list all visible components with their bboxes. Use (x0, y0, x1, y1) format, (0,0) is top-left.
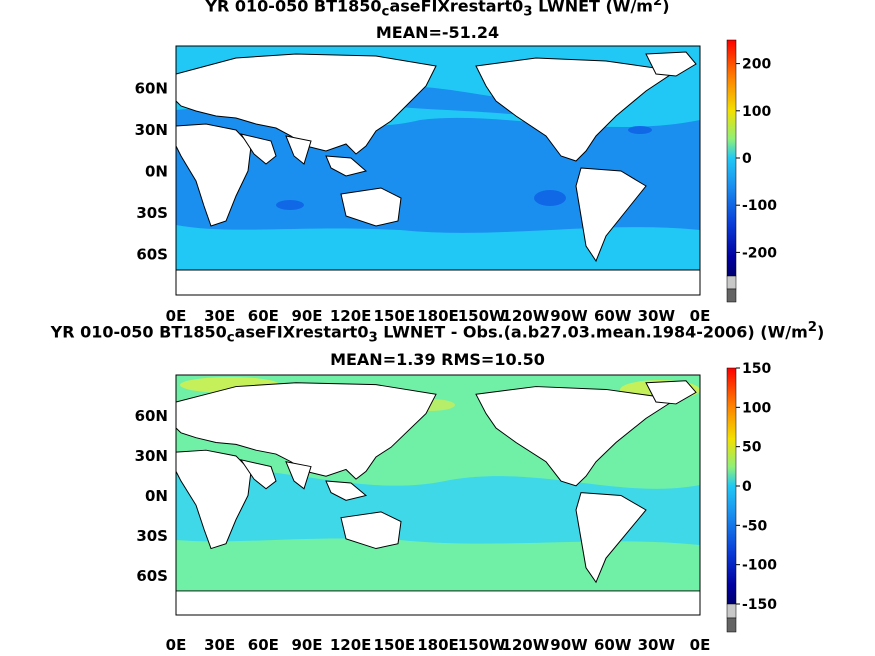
top-chart-subtitle: MEAN=-51.24 (375, 23, 500, 42)
top-title-tail: LWNET (W/m (532, 0, 653, 16)
bottom-field-patterns (176, 377, 700, 615)
top-title-sub2: 3 (523, 4, 533, 20)
bottom-y-tick-label: 0N (145, 487, 168, 505)
top-x-tick-label: 150W (458, 307, 506, 325)
top-x-tick-label: 90E (291, 307, 322, 325)
bottom-colorbar-gray-2 (726, 617, 737, 633)
top-field-patterns (176, 51, 700, 295)
top-colorbar-gray-1 (726, 275, 737, 290)
top-map-panel (175, 45, 701, 296)
top-title-mid: aseFIXrestart0 (389, 0, 524, 16)
bottom-x-tick-label: 0E (166, 636, 187, 654)
bottom-map-panel (175, 374, 701, 616)
bottom-colorbar-tick-label: -100 (742, 558, 777, 574)
top-x-tick-label: 150E (374, 307, 416, 325)
bottom-y-tick-label: 30N (135, 447, 168, 465)
bottom-x-tick-label: 150E (374, 636, 416, 654)
bottom-x-tick-label: 150W (458, 636, 506, 654)
bottom-colorbar-gradient (726, 367, 737, 605)
bottom-x-tick-label: 180E (417, 636, 459, 654)
top-y-tick-label: 30N (135, 121, 168, 139)
top-y-tick-label: 30S (136, 204, 168, 222)
top-title-main: YR 010-050 BT1850 (205, 0, 382, 16)
bottom-y-tick-label: 60S (136, 567, 168, 585)
bottom-x-tick-label: 60E (248, 636, 279, 654)
top-x-tick-label: 90W (550, 307, 588, 325)
bottom-colorbar-tick-label: 50 (742, 440, 762, 456)
bottom-chart-subtitle: MEAN=1.39 RMS=10.50 (330, 350, 545, 369)
bottom-chart-title: YR 010-050 BT1850caseFIXrestart03 LWNET … (0, 320, 875, 346)
bottom-colorbar-tick-label: -50 (742, 518, 768, 534)
top-colorbar (726, 39, 737, 303)
top-title-sub1: c (381, 4, 390, 20)
bottom-y-tick-label: 30S (136, 527, 168, 545)
bottom-y-tick-label: 60N (135, 407, 168, 425)
top-x-tick-label: 0E (166, 307, 187, 325)
top-colorbar-tick-label: 100 (742, 104, 771, 120)
bottom-colorbar-tick-label: -150 (742, 597, 777, 613)
bottom-x-tick-label: 90E (291, 636, 322, 654)
top-colorbar-tick-label: 200 (742, 57, 771, 73)
top-chart-title: YR 010-050 BT1850caseFIXrestart03 LWNET … (0, 0, 875, 20)
bottom-colorbar-tick-label: 150 (742, 361, 771, 377)
bottom-x-tick-label: 0E (690, 636, 711, 654)
top-title-sup: 2 (652, 0, 663, 9)
top-colorbar-tick-label: -200 (742, 245, 777, 261)
bottom-colorbar-tick-label: 0 (742, 479, 752, 495)
top-colorbar-gray-2 (726, 288, 737, 303)
top-x-tick-label: 60W (594, 307, 632, 325)
bottom-x-tick-label: 30W (638, 636, 676, 654)
top-x-tick-label: 120W (501, 307, 549, 325)
bottom-colorbar-tick-label: 100 (742, 400, 771, 416)
top-colorbar-gradient (726, 39, 737, 277)
bottom-title-close: ) (817, 322, 825, 342)
bottom-cyan-band (176, 468, 700, 545)
top-colorbar-tick-label: -100 (742, 198, 777, 214)
top-dark-patch-1 (276, 200, 304, 210)
top-x-tick-label: 0E (690, 307, 711, 325)
bottom-x-tick-label: 90W (550, 636, 588, 654)
bottom-title-sup: 2 (807, 320, 818, 335)
top-dark-patch-3 (628, 126, 652, 134)
top-colorbar-tick-label: 0 (742, 151, 752, 167)
bottom-colorbar-gray-1 (726, 603, 737, 619)
bottom-x-tick-label: 30E (204, 636, 235, 654)
top-map-frame (175, 45, 701, 296)
bottom-title-tail: LWNET - Obs.(a.b27.03.mean.1984-2006) (W… (377, 322, 808, 342)
top-dark-patch-2 (534, 190, 566, 206)
bottom-title-sub2: 3 (368, 330, 378, 346)
top-x-tick-label: 180E (417, 307, 459, 325)
top-title-close: ) (662, 0, 670, 16)
top-y-tick-label: 60N (135, 80, 168, 98)
top-y-tick-label: 0N (145, 163, 168, 181)
bottom-map-frame (175, 374, 701, 616)
bottom-title-main: YR 010-050 BT1850 (50, 322, 227, 342)
top-x-tick-label: 30E (204, 307, 235, 325)
bottom-title-sub1: c (226, 330, 235, 346)
top-x-tick-label: 120E (330, 307, 372, 325)
bottom-x-tick-label: 120E (330, 636, 372, 654)
bottom-colorbar (726, 367, 737, 633)
bottom-title-mid: aseFIXrestart0 (234, 322, 369, 342)
top-x-tick-label: 60E (248, 307, 279, 325)
bottom-x-tick-label: 120W (501, 636, 549, 654)
top-y-tick-label: 60S (136, 246, 168, 264)
bottom-x-tick-label: 60W (594, 636, 632, 654)
top-x-tick-label: 30W (638, 307, 676, 325)
